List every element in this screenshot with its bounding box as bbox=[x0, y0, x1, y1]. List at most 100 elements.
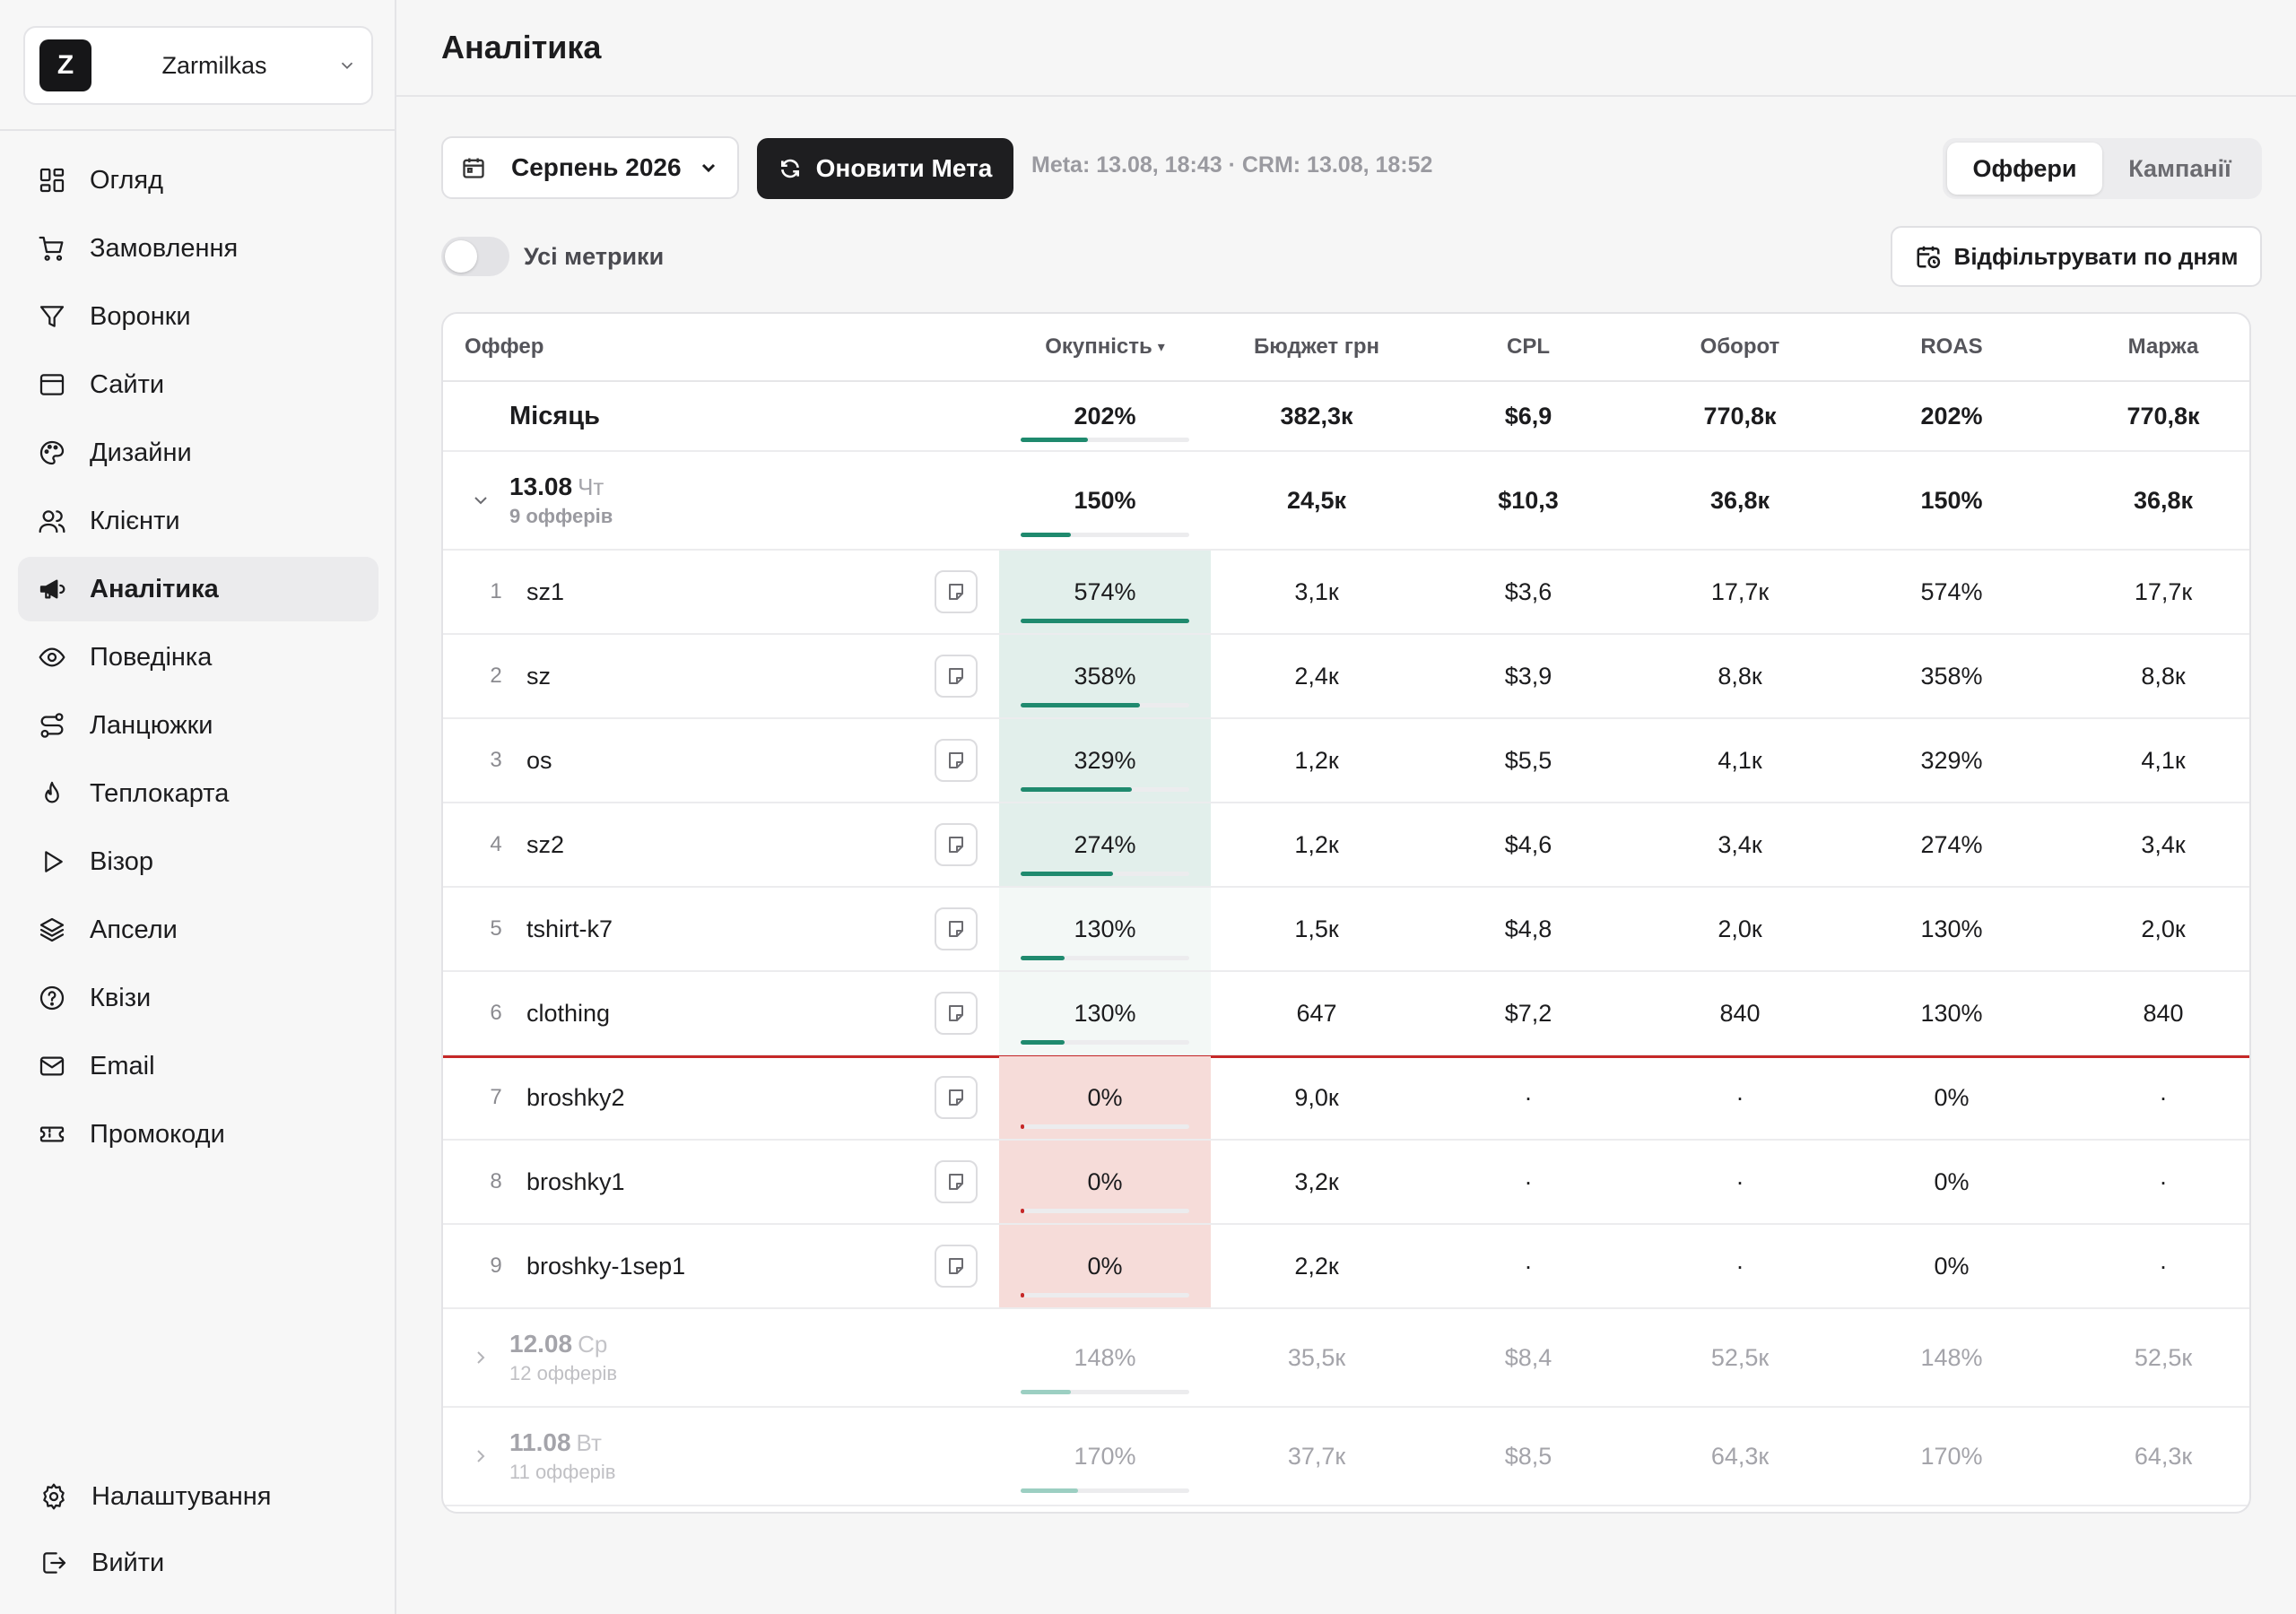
day-date: 12.08 bbox=[509, 1329, 573, 1358]
month-select[interactable]: Серпень 2026 bbox=[441, 136, 739, 199]
sidebar-item-play[interactable]: Візор bbox=[18, 829, 378, 894]
note-icon bbox=[949, 1089, 963, 1106]
sidebar-item-label: Вийти bbox=[91, 1548, 165, 1577]
funnel-icon bbox=[39, 306, 65, 327]
header-roas[interactable]: ROAS bbox=[1920, 334, 1983, 359]
sidebar-item-eye[interactable]: Поведінка bbox=[18, 625, 378, 690]
note-button[interactable] bbox=[935, 1245, 978, 1288]
roas-cell: 574% bbox=[1920, 577, 1983, 605]
month-label-cell: Місяць bbox=[443, 382, 999, 450]
sidebar-item-browser[interactable]: Сайти bbox=[18, 352, 378, 417]
refresh-meta-button[interactable]: Оновити Мета bbox=[757, 138, 1013, 199]
day-row[interactable]: 12.08 Ср 12 офферів 148% 35,5к $8,4 52,5к 14… bbox=[443, 1309, 2249, 1408]
table-header: Оффер Окупність ▾ Бюджет грн CPL Оборот R… bbox=[443, 314, 2249, 382]
note-button[interactable] bbox=[935, 1160, 978, 1203]
budget-cell: 2,4к bbox=[1294, 662, 1339, 690]
header-offer[interactable]: Оффер bbox=[465, 334, 544, 359]
table-row[interactable]: 7 broshky2 0% 9,0к · · 0% · bbox=[443, 1056, 2249, 1141]
obor-cell: 52,5к bbox=[1710, 1343, 1770, 1371]
calendar-clock-icon bbox=[1917, 246, 1940, 269]
day-row[interactable]: 11.08 Вт 11 офферів 170% 37,7к $8,5 64,3к 17… bbox=[443, 1408, 2249, 1506]
note-icon bbox=[949, 921, 963, 937]
sidebar-item-cart[interactable]: Замовлення bbox=[18, 216, 378, 281]
table-row[interactable]: 3 os 329% 1,2к $5,5 4,1к 329% 4,1к bbox=[443, 719, 2249, 803]
sidebar-item-mail[interactable]: Email bbox=[18, 1034, 378, 1098]
sidebar-item-palette[interactable]: Дизайни bbox=[18, 421, 378, 485]
sidebar-item-flame[interactable]: Теплокарта bbox=[18, 761, 378, 826]
okup-cell: 0% bbox=[999, 1056, 1211, 1139]
cpl-cell: · bbox=[1524, 1252, 1533, 1280]
okup-bar bbox=[1021, 1209, 1189, 1213]
workspace-switcher[interactable]: Z Zarmilkas bbox=[23, 26, 373, 105]
note-button[interactable] bbox=[935, 823, 978, 866]
okup-value: 148% bbox=[1074, 1343, 1136, 1371]
table-row[interactable]: 9 broshky-1sep1 0% 2,2к · · 0% · bbox=[443, 1225, 2249, 1309]
sidebar-item-grid[interactable]: Огляд bbox=[18, 148, 378, 213]
table-row[interactable]: 6 clothing 130% 647 $7,2 840 130% 840 bbox=[443, 972, 2249, 1056]
roas-cell: 358% bbox=[1920, 662, 1983, 690]
okup-cell: 202% bbox=[999, 382, 1211, 450]
note-button[interactable] bbox=[935, 992, 978, 1035]
cpl-cell: $7,2 bbox=[1504, 999, 1552, 1027]
toolbar-secondary: Усі метрики Відфільтрувати по дням bbox=[441, 226, 2262, 289]
offer-name: sz1 bbox=[526, 577, 565, 605]
roas-cell: 329% bbox=[1920, 746, 1983, 774]
header-budget[interactable]: Бюджет грн bbox=[1254, 334, 1379, 359]
sidebar-item-users[interactable]: Клієнти bbox=[18, 489, 378, 553]
note-button[interactable] bbox=[935, 655, 978, 698]
sidebar-item-ticket[interactable]: Промокоди bbox=[18, 1102, 378, 1167]
palette-icon bbox=[39, 440, 65, 465]
table-row[interactable]: 5 tshirt-k7 130% 1,5к $4,8 2,0к 130% 2,0к bbox=[443, 888, 2249, 972]
marzha-cell: 17,7к bbox=[2134, 577, 2193, 605]
header-okup[interactable]: Окупність ▾ bbox=[999, 314, 1211, 380]
note-button[interactable] bbox=[935, 739, 978, 782]
sidebar-item-gear[interactable]: Налаштування bbox=[18, 1465, 378, 1528]
offer-name: sz bbox=[526, 662, 551, 690]
sidebar-item-funnel[interactable]: Воронки bbox=[18, 284, 378, 349]
header-obor[interactable]: Оборот bbox=[1700, 334, 1780, 359]
header-marzha[interactable]: Маржа bbox=[2127, 334, 2199, 359]
note-icon bbox=[949, 837, 963, 853]
sidebar-item-label: Налаштування bbox=[91, 1481, 272, 1511]
day-row[interactable]: 13.08 Чт 9 офферів 150% 24,5к $10,3 36,8к 15… bbox=[443, 452, 2249, 551]
okup-cell: 274% bbox=[999, 803, 1211, 886]
sidebar-item-megaphone[interactable]: Аналітика bbox=[18, 557, 378, 621]
all-metrics-toggle-group: Усі метрики bbox=[441, 237, 664, 276]
sidebar-item-logout[interactable]: Вийти bbox=[18, 1532, 378, 1594]
table-row[interactable]: 8 broshky1 0% 3,2к · · 0% · bbox=[443, 1141, 2249, 1225]
marzha-cell: 36,8к bbox=[2133, 486, 2194, 514]
eye-icon bbox=[39, 647, 65, 667]
segment-offers[interactable]: Оффери bbox=[1947, 143, 2102, 195]
day-weekday: Ср bbox=[578, 1330, 608, 1358]
okup-bar-fill bbox=[1021, 619, 1189, 623]
segment-campaigns[interactable]: Кампанії bbox=[2128, 154, 2231, 182]
header-cpl[interactable]: CPL bbox=[1507, 334, 1550, 359]
toggle-knob bbox=[445, 240, 477, 273]
roas-cell: 274% bbox=[1920, 830, 1983, 858]
okup-bar-fill bbox=[1021, 1390, 1072, 1394]
offer-name: sz2 bbox=[526, 830, 565, 858]
note-button[interactable] bbox=[935, 570, 978, 613]
marzha-cell: 8,8к bbox=[2141, 662, 2186, 690]
okup-cell: 130% bbox=[999, 972, 1211, 1054]
day-weekday: Вт bbox=[576, 1428, 602, 1456]
sidebar-item-route[interactable]: Ланцюжки bbox=[18, 693, 378, 758]
okup-bar bbox=[1021, 1040, 1189, 1045]
note-button[interactable] bbox=[935, 907, 978, 950]
sidebar-item-layers[interactable]: Апсели bbox=[18, 898, 378, 962]
obor-cell: · bbox=[1735, 1167, 1744, 1195]
sidebar-item-help-circle[interactable]: Квізи bbox=[18, 966, 378, 1030]
table-row[interactable]: 4 sz2 274% 1,2к $4,6 3,4к 274% 3,4к bbox=[443, 803, 2249, 888]
table-row[interactable]: 1 sz1 574% 3,1к $3,6 17,7к 574% 17,7к bbox=[443, 551, 2249, 635]
main-content: Аналітика Серпень 2026 Оновити Мета Meta… bbox=[396, 0, 2296, 1614]
filter-by-days-button[interactable]: Відфільтрувати по дням bbox=[1891, 226, 2262, 287]
workspace-name: Zarmilkas bbox=[161, 51, 267, 79]
day-offer-count: 11 офферів bbox=[509, 1461, 616, 1484]
all-metrics-toggle[interactable] bbox=[441, 237, 509, 276]
row-number: 3 bbox=[490, 748, 502, 772]
sidebar-divider bbox=[0, 129, 395, 131]
obor-cell: 36,8к bbox=[1709, 486, 1770, 514]
offer-name: os bbox=[526, 746, 552, 774]
note-button[interactable] bbox=[935, 1076, 978, 1119]
table-row[interactable]: 2 sz 358% 2,4к $3,9 8,8к 358% 8,8к bbox=[443, 635, 2249, 719]
